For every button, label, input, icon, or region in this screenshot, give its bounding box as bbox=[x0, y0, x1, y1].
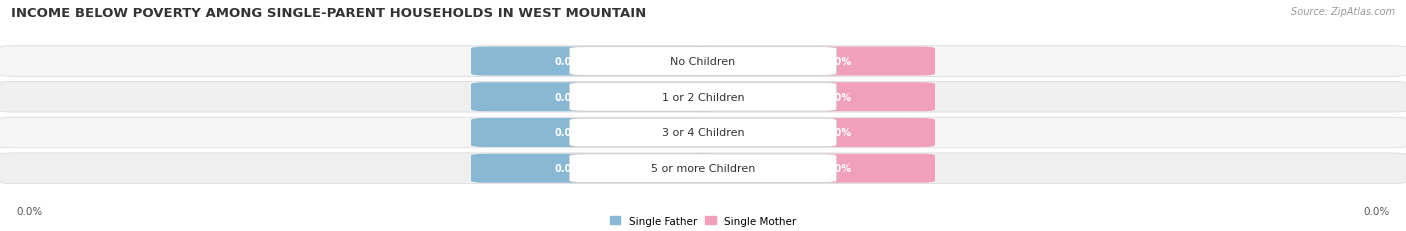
FancyBboxPatch shape bbox=[0, 118, 1406, 148]
FancyBboxPatch shape bbox=[689, 47, 935, 76]
FancyBboxPatch shape bbox=[689, 83, 935, 112]
Text: 0.0%: 0.0% bbox=[1362, 206, 1389, 216]
Text: 0.0%: 0.0% bbox=[824, 128, 852, 138]
Text: 0.0%: 0.0% bbox=[554, 164, 582, 173]
FancyBboxPatch shape bbox=[689, 119, 935, 147]
FancyBboxPatch shape bbox=[569, 119, 837, 147]
FancyBboxPatch shape bbox=[569, 83, 837, 112]
Text: 0.0%: 0.0% bbox=[554, 92, 582, 102]
FancyBboxPatch shape bbox=[471, 47, 717, 76]
Text: 0.0%: 0.0% bbox=[554, 128, 582, 138]
FancyBboxPatch shape bbox=[689, 154, 935, 183]
FancyBboxPatch shape bbox=[471, 119, 717, 147]
Text: 0.0%: 0.0% bbox=[824, 164, 852, 173]
Text: 0.0%: 0.0% bbox=[554, 57, 582, 67]
Legend: Single Father, Single Mother: Single Father, Single Mother bbox=[606, 212, 800, 230]
FancyBboxPatch shape bbox=[0, 82, 1406, 112]
FancyBboxPatch shape bbox=[569, 48, 837, 76]
FancyBboxPatch shape bbox=[0, 46, 1406, 77]
Text: No Children: No Children bbox=[671, 57, 735, 67]
FancyBboxPatch shape bbox=[471, 154, 717, 183]
Text: 0.0%: 0.0% bbox=[824, 92, 852, 102]
Text: INCOME BELOW POVERTY AMONG SINGLE-PARENT HOUSEHOLDS IN WEST MOUNTAIN: INCOME BELOW POVERTY AMONG SINGLE-PARENT… bbox=[11, 7, 647, 20]
Text: 0.0%: 0.0% bbox=[17, 206, 44, 216]
FancyBboxPatch shape bbox=[471, 83, 717, 112]
FancyBboxPatch shape bbox=[0, 153, 1406, 184]
Text: 1 or 2 Children: 1 or 2 Children bbox=[662, 92, 744, 102]
Text: 5 or more Children: 5 or more Children bbox=[651, 164, 755, 173]
Text: 0.0%: 0.0% bbox=[824, 57, 852, 67]
Text: Source: ZipAtlas.com: Source: ZipAtlas.com bbox=[1291, 7, 1395, 17]
Text: 3 or 4 Children: 3 or 4 Children bbox=[662, 128, 744, 138]
FancyBboxPatch shape bbox=[569, 154, 837, 183]
